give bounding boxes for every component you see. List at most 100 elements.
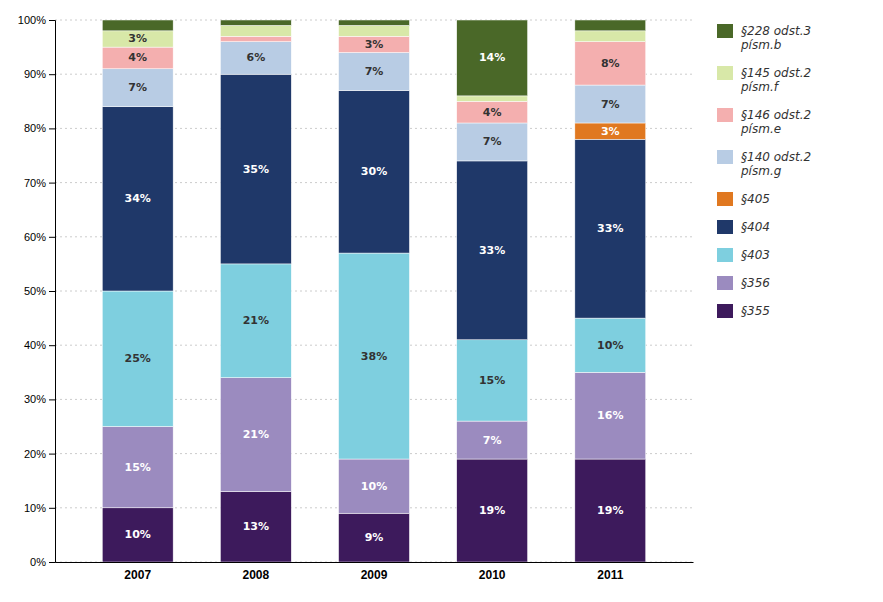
bar-segment xyxy=(220,42,291,75)
bar-segment xyxy=(220,492,291,562)
data-label: 15% xyxy=(479,374,505,387)
bar-segment xyxy=(457,340,528,421)
bar-segment xyxy=(575,85,646,123)
data-label: 14% xyxy=(479,51,505,64)
tick-label: 20% xyxy=(24,448,46,460)
bar-segment xyxy=(220,25,291,36)
legend-swatch xyxy=(717,304,733,318)
bar-segment xyxy=(102,47,173,69)
bar-segment xyxy=(457,96,528,101)
y-tick: 0% xyxy=(30,556,55,568)
tick-mark xyxy=(49,291,55,292)
data-label: 25% xyxy=(125,352,151,365)
data-label: 6% xyxy=(247,51,266,64)
chart: 10%13%9%19%19%15%21%10%7%16%25%21%38%15%… xyxy=(0,0,883,602)
series-bars xyxy=(102,42,645,161)
data-label: 13% xyxy=(243,520,269,533)
series-bars xyxy=(102,25,645,101)
data-label: 15% xyxy=(125,461,151,474)
legend-label: §145 odst.2písm.f xyxy=(740,66,811,94)
legend-swatch xyxy=(717,276,733,290)
y-tick: 50% xyxy=(24,285,55,297)
data-label: 7% xyxy=(128,81,147,94)
bar-segment xyxy=(575,31,646,42)
data-label: 7% xyxy=(483,434,502,447)
y-tick: 10% xyxy=(24,502,55,514)
legend-item: §228 odst.3písm.b xyxy=(717,24,811,52)
y-tick: 20% xyxy=(24,448,55,460)
legend-item: §140 odst.2písm.g xyxy=(717,150,811,178)
data-label: 19% xyxy=(597,504,623,517)
tick-mark xyxy=(49,183,55,184)
x-tick: 2009 xyxy=(361,568,388,582)
bar-segment xyxy=(575,20,646,31)
legend-swatch xyxy=(717,150,733,164)
bar-segment xyxy=(220,36,291,41)
data-label: 8% xyxy=(601,57,620,70)
data-label: 34% xyxy=(125,192,151,205)
data-label: 9% xyxy=(365,531,384,544)
data-label: 7% xyxy=(483,135,502,148)
bar-segment xyxy=(339,25,410,36)
y-tick: 40% xyxy=(24,339,55,351)
y-axis: 0%10%20%30%40%50%60%70%80%90%100% xyxy=(18,14,56,568)
y-tick: 60% xyxy=(24,231,55,243)
legend-label: §355 xyxy=(741,304,770,318)
bar-segment xyxy=(339,253,410,459)
tick-label: 70% xyxy=(24,177,46,189)
data-label: 21% xyxy=(243,314,269,327)
data-label: 3% xyxy=(128,32,147,45)
tick-mark xyxy=(49,508,55,509)
tick-mark xyxy=(49,20,55,21)
data-label: 4% xyxy=(483,106,502,119)
tick-label: 2007 xyxy=(124,568,151,582)
series-bars xyxy=(102,459,645,562)
data-label: 16% xyxy=(597,409,623,422)
legend-swatch xyxy=(717,108,733,122)
tick-mark xyxy=(49,399,55,400)
bar-segment xyxy=(102,31,173,47)
legend-label: §228 odst.3písm.b xyxy=(740,24,811,52)
tick-label: 80% xyxy=(24,122,46,134)
x-tick: 2011 xyxy=(597,568,623,582)
plot: 10%13%9%19%19%15%21%10%7%16%25%21%38%15%… xyxy=(18,14,694,582)
bar-segment xyxy=(339,90,410,253)
tick-label: 50% xyxy=(24,285,46,297)
tick-mark xyxy=(49,128,55,129)
y-tick: 90% xyxy=(24,68,55,80)
bar-segment xyxy=(575,123,646,139)
data-label: 35% xyxy=(243,163,269,176)
bar-segment xyxy=(457,161,528,340)
bar-segment xyxy=(575,42,646,85)
data-labels: 10%13%9%19%19%15%21%10%7%16%25%21%38%15%… xyxy=(125,32,624,544)
bar-segment xyxy=(102,508,173,562)
tick-label: 60% xyxy=(24,231,46,243)
bar-segment xyxy=(102,20,173,31)
tick-label: 10% xyxy=(24,502,46,514)
bar-segment xyxy=(220,74,291,264)
x-tick: 2008 xyxy=(243,568,270,582)
tick-label: 2009 xyxy=(361,568,388,582)
data-label: 38% xyxy=(361,350,387,363)
legend-label: §356 xyxy=(741,276,770,290)
bar-segment xyxy=(457,421,528,459)
legend-swatch xyxy=(717,24,733,38)
legend-label: §404 xyxy=(741,220,770,234)
data-label: 10% xyxy=(597,339,623,352)
series-bars xyxy=(575,123,646,139)
series-bars xyxy=(102,36,645,123)
tick-label: 2011 xyxy=(597,568,623,582)
tick-label: 30% xyxy=(24,393,46,405)
y-tick: 80% xyxy=(24,122,55,134)
bar-segment xyxy=(339,36,410,52)
data-label: 3% xyxy=(365,38,384,51)
bar-segment xyxy=(457,101,528,123)
data-label: 21% xyxy=(243,428,269,441)
data-label: 10% xyxy=(125,528,151,541)
tick-mark xyxy=(49,345,55,346)
legend: §228 odst.3písm.b§145 odst.2písm.f§146 o… xyxy=(717,24,811,318)
data-label: 30% xyxy=(361,165,387,178)
legend-label: §403 xyxy=(741,248,770,262)
legend-item: §356 xyxy=(717,276,770,290)
bar-segment xyxy=(220,378,291,492)
